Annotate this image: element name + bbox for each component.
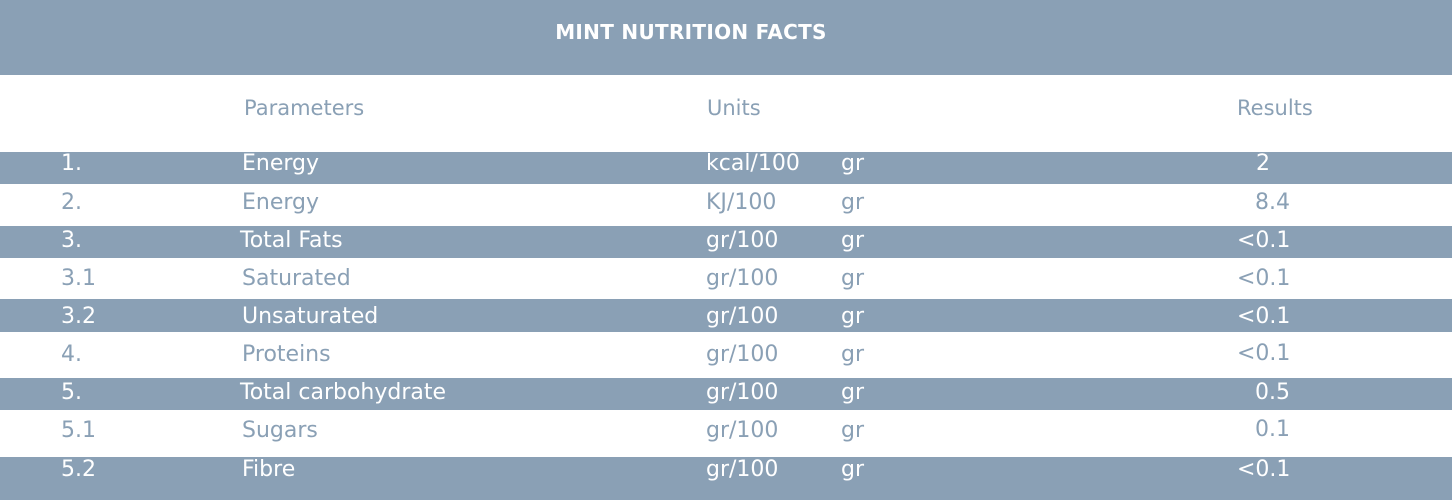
row-result: <0.1 xyxy=(1237,266,1291,291)
row-result: 0.1 xyxy=(1255,417,1290,442)
table-row: 5. Total carbohydrate gr/100 gr 0.5 xyxy=(0,378,1452,410)
row-result: <0.1 xyxy=(1237,457,1291,482)
header-results: Results xyxy=(1237,96,1313,120)
row-number: 1. xyxy=(61,151,82,176)
table-row: 1. Energy kcal/100 gr 2 xyxy=(0,151,1452,184)
row-unit: gr/100 xyxy=(706,418,779,443)
row-result: 2 xyxy=(1256,151,1270,176)
row-unit-suffix: gr xyxy=(841,228,865,253)
table-row: 4. Proteins gr/100 gr <0.1 xyxy=(0,332,1452,378)
row-parameter: Total Fats xyxy=(240,228,343,253)
row-result: <0.1 xyxy=(1237,341,1291,366)
row-result: <0.1 xyxy=(1237,304,1291,329)
table-row: 5.1 Sugars gr/100 gr 0.1 xyxy=(0,410,1452,457)
row-number: 5.1 xyxy=(61,418,96,443)
table-row: 3. Total Fats gr/100 gr <0.1 xyxy=(0,226,1452,258)
table-row: 5.2 Fibre gr/100 gr <0.1 xyxy=(0,457,1452,500)
row-unit-suffix: gr xyxy=(841,457,865,482)
row-unit: gr/100 xyxy=(706,228,779,253)
row-unit: kcal/100 xyxy=(706,151,800,176)
row-number: 3.1 xyxy=(61,266,96,291)
table-row: 3.1 Saturated gr/100 gr <0.1 xyxy=(0,258,1452,299)
row-number: 5. xyxy=(61,380,82,405)
row-result: 8.4 xyxy=(1255,190,1290,215)
row-unit-suffix: gr xyxy=(841,380,865,405)
row-unit: KJ/100 xyxy=(706,190,777,215)
row-unit: gr/100 xyxy=(706,304,779,329)
row-unit-suffix: gr xyxy=(841,304,865,329)
row-unit: gr/100 xyxy=(706,457,779,482)
row-parameter: Total carbohydrate xyxy=(240,380,447,405)
row-number: 5.2 xyxy=(61,457,96,482)
row-parameter: Energy xyxy=(242,190,320,215)
row-number: 2. xyxy=(61,190,82,215)
row-result: 0.5 xyxy=(1255,380,1290,405)
table-row: 2. Energy KJ/100 gr 8.4 xyxy=(0,184,1452,226)
row-parameter: Fibre xyxy=(242,457,296,482)
title-bar: MINT NUTRITION FACTS xyxy=(0,0,1452,75)
row-unit-suffix: gr xyxy=(841,190,865,215)
row-parameter: Saturated xyxy=(242,266,351,291)
row-parameter: Energy xyxy=(242,151,320,176)
header-parameters: Parameters xyxy=(244,96,365,120)
row-parameter: Proteins xyxy=(242,342,331,367)
header-units: Units xyxy=(707,96,761,120)
row-number: 4. xyxy=(61,342,82,367)
row-unit-suffix: gr xyxy=(841,418,865,443)
row-parameter: Sugars xyxy=(242,418,318,443)
row-number: 3.2 xyxy=(61,304,96,329)
row-parameter: Unsaturated xyxy=(242,304,379,329)
row-unit-suffix: gr xyxy=(841,151,865,176)
row-unit-suffix: gr xyxy=(841,266,865,291)
page-title: MINT NUTRITION FACTS xyxy=(555,20,827,44)
row-unit: gr/100 xyxy=(706,266,779,291)
row-unit-suffix: gr xyxy=(841,342,865,367)
row-unit: gr/100 xyxy=(706,342,779,367)
row-result: <0.1 xyxy=(1237,228,1291,253)
table-row: 3.2 Unsaturated gr/100 gr <0.1 xyxy=(0,299,1452,332)
row-unit: gr/100 xyxy=(706,380,779,405)
row-number: 3. xyxy=(61,228,82,253)
